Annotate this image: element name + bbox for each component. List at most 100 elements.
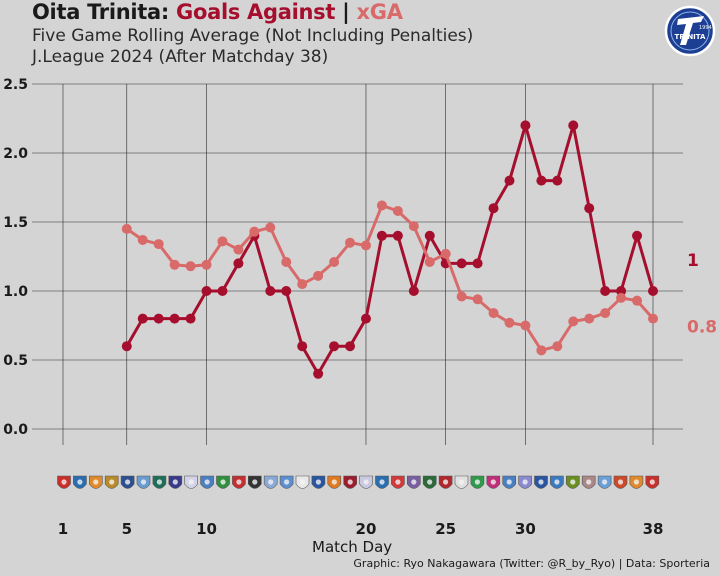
series-point (520, 320, 531, 331)
opponent-badge-icon (248, 475, 262, 489)
series-point (488, 308, 499, 319)
opponent-badge-icon (613, 475, 628, 489)
y-tick-label: 1.0 (3, 284, 28, 300)
opponent-badge-icon (120, 475, 135, 489)
series-point (424, 257, 435, 268)
opponent-badge-icon (470, 475, 485, 489)
y-tick-label: 2.0 (3, 146, 28, 162)
series-point (169, 313, 180, 324)
series-point (233, 244, 244, 255)
series-point (584, 313, 595, 324)
series-point (408, 286, 419, 296)
y-tick-label: 0.5 (3, 353, 28, 369)
series-point (217, 286, 228, 296)
opponent-badge-icon (581, 475, 596, 489)
series-point (185, 313, 196, 324)
series-point (376, 200, 387, 211)
chart-subtitle-2: J.League 2024 (After Matchday 38) (32, 47, 329, 67)
oita-trinita-crest-icon: 1994 TRINITA (664, 5, 716, 57)
series-point (472, 258, 483, 269)
opponent-badge-icon (375, 475, 389, 489)
opponent-badge-icon (534, 475, 548, 489)
opponent-badge-icon (232, 475, 246, 489)
opponent-badge-icon (486, 475, 501, 489)
series-point (648, 286, 658, 296)
opponent-badge-icon (57, 475, 71, 489)
opponent-badge-icon (152, 475, 167, 489)
series-point (376, 230, 387, 241)
x-tick-label: 10 (196, 520, 217, 538)
opponent-badge-icon (422, 475, 437, 489)
series-line (125, 203, 655, 352)
series-point (552, 175, 563, 186)
opponent-badge-icon (550, 475, 564, 489)
logo-year: 1994 (699, 25, 712, 31)
series-point (169, 259, 180, 270)
y-tick-label: 2.5 (3, 77, 28, 93)
series-point (313, 270, 324, 281)
x-tick-label: 25 (435, 520, 456, 538)
series-point (201, 259, 212, 270)
title-goals-against: Goals Against (176, 0, 336, 24)
opponent-badge-icon (263, 475, 278, 489)
series-point (408, 221, 419, 232)
series-point (153, 313, 164, 324)
series-point (648, 313, 658, 324)
series-point (121, 341, 132, 352)
series-point (456, 291, 467, 302)
x-axis-label: Match Day (312, 538, 393, 556)
series-point (345, 341, 356, 352)
series-point (249, 226, 260, 237)
series-point (600, 286, 611, 296)
opponent-badge-icon (327, 475, 342, 489)
series-line (125, 123, 655, 376)
opponent-badge-icon (104, 475, 119, 489)
opponent-badge-icon (343, 475, 357, 489)
x-tick-label: 38 (643, 520, 664, 538)
opponent-badge-icon (73, 475, 87, 489)
title-separator: | (342, 0, 350, 24)
series-point (488, 203, 499, 214)
labels: 10.8 (687, 251, 717, 337)
chart-subtitle-1: Five Game Rolling Average (Not Including… (32, 26, 474, 46)
series-point (313, 368, 324, 379)
x-tick-label: 20 (356, 520, 377, 538)
opponent-badge-icon (645, 475, 660, 489)
opponent-badge-icon (566, 475, 580, 489)
series-point (217, 236, 228, 247)
series-point (329, 257, 340, 268)
opponent-badge-icon (184, 475, 198, 489)
series-end-label: 1 (687, 251, 699, 271)
opponent-badge-icon (279, 475, 294, 489)
opponent-badge-icon (407, 475, 421, 489)
series-point (137, 313, 148, 324)
series-point (153, 239, 164, 250)
series-point (329, 341, 340, 352)
series-point (568, 120, 579, 131)
series-point (297, 279, 308, 290)
series-point (504, 317, 515, 328)
series-point (536, 175, 547, 186)
series-point (472, 294, 483, 305)
opponent-badge-icon (216, 475, 230, 489)
series-point (600, 308, 611, 319)
series-point (616, 292, 627, 303)
axes: 0.0 0.5 1.0 1.5 2.0 2.5 1 5 10 20 25 30 38 (3, 77, 663, 538)
opponent-badge-icon (454, 475, 469, 489)
logo-text: TRINITA (675, 33, 706, 41)
series-point (281, 286, 292, 296)
series-point (440, 248, 451, 259)
opponent-badge-icon (311, 475, 326, 489)
opponent-badge-icon (502, 475, 516, 489)
chart-title: Oita Trinita: Goals Against | xGA (32, 0, 403, 24)
series-point (424, 230, 435, 241)
series-point (536, 345, 547, 356)
series-point (392, 205, 403, 216)
series-point (632, 230, 643, 241)
grid (32, 83, 683, 445)
credit-text: Graphic: Ryo Nakagawara (Twitter: @R_by_… (353, 557, 710, 570)
x-tick-label: 30 (515, 520, 536, 538)
series-point (584, 203, 595, 214)
opponent-badge-icon (438, 475, 453, 489)
